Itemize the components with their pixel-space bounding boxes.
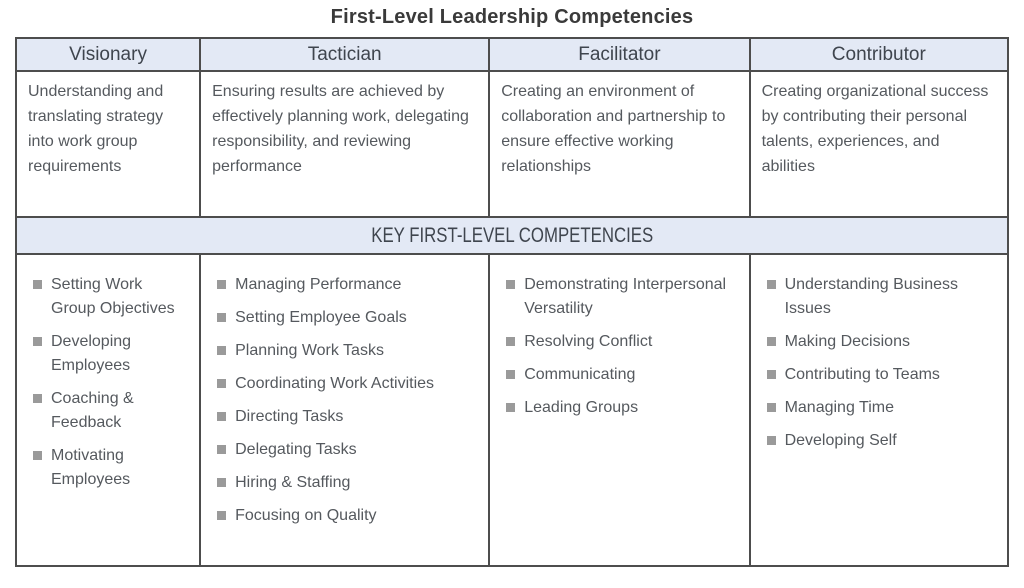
list-item-label: Delegating Tasks [235,441,357,458]
square-bullet-icon [33,337,42,346]
square-bullet-icon [217,445,227,454]
list-item-label: Coordinating Work Activities [235,375,435,392]
competency-list-facilitator: Demonstrating Interpersonal Versatility … [490,255,751,565]
bullet-list: Setting Work Group Objectives Developing… [33,273,189,492]
key-competencies-banner: KEY FIRST-LEVEL COMPETENCIES [17,218,1007,255]
header-cell-contributor: Contributor [750,39,1007,72]
list-item: Motivating Employees [33,444,189,492]
list-item: Hiring & Staffing [217,471,478,495]
key-competencies-banner-label: KEY FIRST-LEVEL COMPETENCIES [371,223,653,247]
square-bullet-icon [217,280,227,289]
square-bullet-icon [217,346,227,355]
list-item: Delegating Tasks [217,438,478,462]
square-bullet-icon [506,280,516,289]
list-item-label: Motivating Employees [51,447,131,488]
square-bullet-icon [766,280,776,289]
list-item-label: Managing Performance [235,276,402,293]
list-item: Setting Employee Goals [217,306,478,330]
list-item-label: Managing Time [784,399,894,416]
square-bullet-icon [217,313,227,322]
header-cell-visionary: Visionary [17,39,202,72]
page-title: First-Level Leadership Competencies [330,6,694,28]
description-tactician: Ensuring results are achieved by effecti… [201,72,491,218]
square-bullet-icon [217,412,227,421]
competency-table: Visionary Tactician Facilitator Contribu… [15,37,1009,567]
list-item-label: Coaching & Feedback [51,390,134,431]
description-row: Understanding and translating strategy i… [17,72,1007,218]
square-bullet-icon [766,337,776,346]
list-item-label: Focusing on Quality [235,507,377,524]
list-item: Developing Self [766,429,997,453]
list-item: Planning Work Tasks [217,339,478,363]
square-bullet-icon [217,379,227,388]
list-item-label: Demonstrating Interpersonal Versatility [524,276,727,317]
competency-list-contributor: Understanding Business Issues Making Dec… [750,255,1007,565]
square-bullet-icon [766,370,776,379]
bullet-list: Understanding Business Issues Making Dec… [766,273,997,453]
list-item: Managing Performance [217,273,478,297]
list-item-label: Developing Employees [51,333,132,374]
list-item-label: Leading Groups [524,399,639,416]
list-item: Understanding Business Issues [766,273,997,321]
square-bullet-icon [33,394,42,403]
list-item: Demonstrating Interpersonal Versatility [506,273,738,321]
list-item: Directing Tasks [217,405,478,429]
header-cell-tactician: Tactician [201,39,491,72]
competency-lists-row: Setting Work Group Objectives Developing… [17,255,1007,565]
list-item-label: Making Decisions [784,333,910,350]
bullet-list: Managing Performance Setting Employee Go… [217,273,478,528]
list-item-label: Developing Self [784,432,897,449]
list-item: Managing Time [766,396,997,420]
description-visionary: Understanding and translating strategy i… [17,72,202,218]
list-item-label: Setting Employee Goals [235,309,407,326]
list-item-label: Setting Work Group Objectives [51,276,175,317]
list-item-label: Contributing to Teams [784,366,940,383]
square-bullet-icon [33,451,42,460]
list-item: Focusing on Quality [217,504,478,528]
list-item: Leading Groups [506,396,738,420]
header-cell-facilitator: Facilitator [490,39,751,72]
square-bullet-icon [766,436,776,445]
square-bullet-icon [506,370,516,379]
list-item-label: Hiring & Staffing [235,474,351,491]
square-bullet-icon [217,478,227,487]
list-item-label: Communicating [524,366,636,383]
square-bullet-icon [506,337,516,346]
bullet-list: Demonstrating Interpersonal Versatility … [506,273,738,420]
description-contributor: Creating organizational success by contr… [750,72,1007,218]
list-item: Setting Work Group Objectives [33,273,189,321]
description-facilitator: Creating an environment of collaboration… [490,72,751,218]
list-item: Contributing to Teams [766,363,997,387]
square-bullet-icon [217,511,227,520]
list-item-label: Planning Work Tasks [235,342,384,359]
square-bullet-icon [766,403,776,412]
list-item: Making Decisions [766,330,997,354]
list-item-label: Resolving Conflict [524,333,653,350]
list-item-label: Understanding Business Issues [784,276,959,317]
list-item: Resolving Conflict [506,330,738,354]
list-item: Coaching & Feedback [33,387,189,435]
list-item: Communicating [506,363,738,387]
list-item-label: Directing Tasks [235,408,344,425]
list-item: Developing Employees [33,330,189,378]
header-row: Visionary Tactician Facilitator Contribu… [17,39,1007,72]
square-bullet-icon [33,280,42,289]
list-item: Coordinating Work Activities [217,372,478,396]
competency-list-visionary: Setting Work Group Objectives Developing… [17,255,202,565]
square-bullet-icon [506,403,516,412]
competency-list-tactician: Managing Performance Setting Employee Go… [201,255,491,565]
